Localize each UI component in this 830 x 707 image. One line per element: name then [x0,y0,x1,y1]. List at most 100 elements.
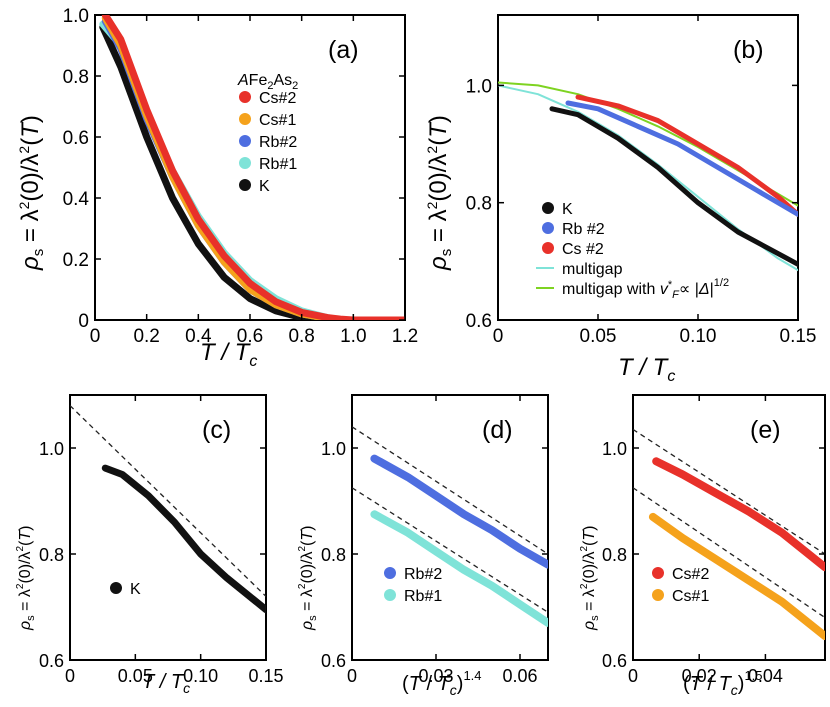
x-tick-label: 0.6 [237,326,263,347]
y-tick-label: 0.6 [602,651,627,671]
legend-label: Cs#2 [259,90,296,107]
y-tick-label: 0.4 [63,189,90,210]
y-tick-label: 0.6 [39,651,64,671]
panel-b-series [498,81,798,272]
panel-e-frame [632,394,826,661]
y-tick-label: 0.2 [63,250,89,271]
legend-label: multigap with v*F∝ |Δ|1/2 [562,277,729,301]
series-k [99,23,319,320]
y-tick-label: 0.8 [602,545,627,565]
legend-dot-marker [542,242,554,254]
y-tick-label: 1.0 [602,439,627,459]
panel-c-label: (c) [202,416,231,444]
series-cs-2 [101,15,405,320]
panel-a-xlabel: T / Tc [200,339,257,370]
y-tick-label: 0.8 [466,194,492,215]
dashed-guide-line [352,487,548,613]
legend-dot-marker [239,113,251,125]
series-cs-2 [652,457,825,572]
x-tick-label: 0.05 [118,666,153,686]
panel-a-ylabel: ρs = λ2(0)/λ2(T) [16,115,47,271]
series-k [549,106,798,267]
legend-dot-marker [542,222,554,234]
panel-a-legend-title: AFe2As2 [237,72,298,92]
x-tick-label: 0.2 [133,326,159,347]
series-cs-1 [648,512,825,641]
dashed-guide-line [633,428,825,555]
x-tick-label: 0 [65,666,75,686]
panel-e: (e) Cs#2Cs#1 0 0.02 0.040.60.81.0 (T / Tc)… [579,394,826,698]
legend-dot-marker [652,567,664,579]
series-k [101,464,266,614]
legend-dot-marker [239,91,251,103]
dashed-guide-line [70,405,266,597]
x-tick-label: 0.10 [183,666,218,686]
y-tick-label: 0.6 [63,128,89,149]
y-tick-label: 0.8 [63,67,89,88]
x-tick-label: 0.4 [185,326,212,347]
panel-d-label: (d) [482,416,513,444]
x-tick-label: 0 [493,326,504,347]
x-tick-label: 1.0 [340,326,366,347]
legend-label: multigap [562,261,623,278]
x-tick-label: 0 [90,326,101,347]
series-rb-2 [565,100,798,217]
legend-dot-marker [542,202,554,214]
panel-c-ylabel: ρs = λ2(0)/λ2(T) [15,526,37,631]
y-tick-label: 1.0 [466,76,492,97]
panel-d-series [352,426,548,627]
legend-dot-marker [239,179,251,191]
series-rb-1 [370,510,548,627]
panel-c-frame [69,394,267,661]
x-tick-label: 0 [347,666,357,686]
x-tick-label: 0.15 [248,666,283,686]
legend-label: Rb#2 [404,566,442,583]
legend-label: K [130,581,141,598]
legend-label: Cs#1 [259,112,296,129]
x-tick-label: 1.2 [392,326,418,347]
panel-b-ticks: 0 0.05 0.10 0.15 0.6 0.8 1.0 [466,15,817,347]
y-tick-label: 0 [78,311,89,332]
x-tick-label: 0.15 [780,326,817,347]
dashed-guide-line [633,487,825,619]
legend-label: Cs#1 [672,588,709,605]
legend-label: K [259,178,270,195]
legend-label: K [562,201,573,218]
panel-c-xlabel: T / Tc [142,671,190,696]
legend-dot-marker [239,157,251,169]
legend-label: Cs #2 [562,241,604,258]
panel-d-xlabel: (T / Tc)1.4 [402,668,482,698]
panel-c-ticks: 0 0.05 0.10 0.15 0.6 0.8 1.0 [39,395,284,686]
y-tick-label: 1.0 [39,439,64,459]
panel-d-frame [351,394,549,661]
y-tick-label: 0.6 [466,311,492,332]
x-tick-label: 0.05 [580,326,617,347]
panel-d-legend: Rb#2 Rb#1 [384,566,442,605]
panel-a-ticks: 0 0.2 0.4 0.6 0.8 1.0 1.2 0 0.2 0.4 0.6 0.8 1.0 [63,6,419,347]
dashed-guide-line [352,426,548,555]
legend-label: Rb#1 [404,588,442,605]
panel-d: (d) Rb#2 Rb#1 0 0.03 0.06 0.6 0.8 1.0 (T / Tc)… [297,394,549,698]
panel-e-ticks: 0 0.02 0.04 0.6 0.8 1.0 [602,395,825,686]
panel-e-legend: Cs#2 Cs#1 [652,566,709,605]
y-tick-label: 1.0 [63,6,89,27]
legend-dot-marker [384,589,396,601]
x-tick-label: 0.8 [288,326,314,347]
legend-label: Rb #2 [562,221,605,238]
x-tick-label: 0.06 [502,666,537,686]
x-tick-label: 0 [628,666,638,686]
x-tick-label: 0.04 [748,666,783,686]
panel-b-xlabel: T / Tc [618,354,675,385]
series-cs-2 [575,94,798,217]
legend-dot-marker [239,135,251,147]
panel-c: (c) K 0 0.05 0.10 0.15 0.6 0.8 1.0 T / Tc ρs =… [15,394,284,696]
y-tick-label: 1.0 [321,439,346,459]
y-tick-label: 0.6 [321,651,346,671]
panel-e-label: (e) [750,416,781,444]
panel-b-label: (b) [733,36,764,64]
panel-a-legend: Cs#2 Cs#1 Rb#2 Rb#1 K [239,90,297,195]
x-tick-label: 0.03 [418,666,453,686]
